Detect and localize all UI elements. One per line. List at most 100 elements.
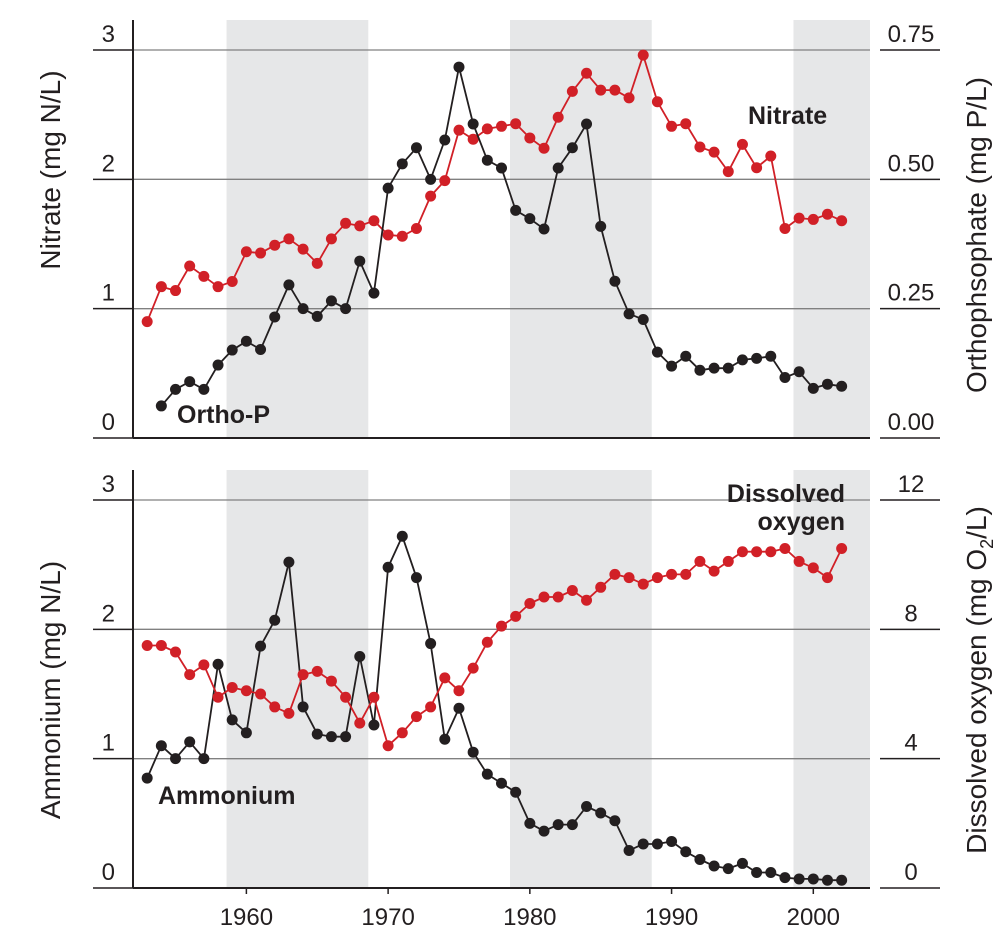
ammonium-point-1979 (510, 786, 522, 798)
ortho-p-point-1976 (467, 118, 479, 130)
ortho-p-point-1984 (581, 118, 593, 130)
dissolved-oxygen-point-1996 (751, 546, 763, 558)
top-left-tick-label-0: 0 (102, 409, 115, 436)
ammonium-point-1997 (765, 866, 777, 878)
nitrate-point-1966 (325, 233, 337, 245)
ortho-p-point-1963 (283, 279, 295, 291)
dissolved-oxygen-point-1975 (453, 685, 465, 697)
top-series-layer (141, 49, 848, 412)
nitrate-point-2001 (821, 208, 833, 220)
ortho-p-point-1985 (595, 220, 607, 232)
nitrate-point-1954 (155, 281, 167, 293)
ortho-p-point-2002 (836, 380, 848, 392)
dissolved-oxygen-point-1959 (226, 682, 238, 694)
ammonium-point-1980 (524, 817, 536, 829)
ammonium-point-1953 (141, 772, 153, 784)
nitrate-point-1996 (751, 162, 763, 174)
dissolved-oxygen-point-1980 (524, 597, 536, 609)
ammonium-point-1985 (595, 807, 607, 819)
nitrate-point-1960 (240, 246, 252, 258)
ortho-p-point-1977 (481, 154, 493, 166)
ortho-p-point-1959 (226, 344, 238, 356)
bottom-left-tick-labels: 0 1 2 3 (102, 471, 115, 886)
top-left-tick-label-3: 3 (102, 21, 115, 48)
top-shaded-periods (226, 20, 870, 438)
nitrate-point-1994 (722, 166, 734, 178)
ammonium-point-1990 (666, 835, 678, 847)
x-tick-label-2: 1980 (503, 904, 556, 931)
ortho-p-point-1983 (566, 142, 578, 154)
ammonium-point-1992 (694, 854, 706, 866)
dissolved-oxygen-point-1969 (368, 691, 380, 703)
nitrate-point-1995 (736, 138, 748, 150)
nitrate-point-1977 (481, 123, 493, 135)
dissolved-oxygen-point-1992 (694, 555, 706, 567)
dissolved-oxygen-point-1966 (325, 675, 337, 687)
ammonium-point-1972 (410, 572, 422, 584)
ortho-p-point-1989 (651, 346, 663, 358)
ammonium-point-1971 (396, 530, 408, 542)
dissolved-oxygen-point-1998 (779, 543, 791, 554)
dissolved-oxygen-point-1968 (354, 717, 366, 729)
ortho-p-point-1968 (354, 255, 366, 267)
ortho-p-point-1971 (396, 158, 408, 170)
nitrate-point-1965 (311, 257, 323, 269)
ortho-p-point-1978 (496, 162, 507, 174)
ammonium-point-1989 (651, 838, 663, 850)
ortho-p-point-1997 (765, 350, 777, 362)
nitrate-point-1955 (170, 285, 182, 297)
top-shaded-band-0 (226, 20, 369, 438)
ammonium-point-1969 (368, 719, 380, 731)
ammonium-point-1991 (680, 846, 692, 858)
nitrate-point-1988 (637, 49, 649, 61)
dissolved-oxygen-point-1990 (666, 568, 678, 580)
dissolved-oxygen-point-1976 (467, 662, 479, 674)
ortho-p-point-1975 (453, 61, 465, 73)
ammonium-point-1960 (240, 727, 252, 739)
dissolved-oxygen-point-1964 (297, 669, 309, 681)
dissolved-oxygen-point-1984 (581, 594, 593, 606)
ortho-p-point-1964 (297, 303, 309, 315)
ammonium-point-1955 (170, 753, 182, 765)
nitrate-point-1968 (354, 220, 366, 232)
dissolved-oxygen-point-2000 (807, 562, 819, 574)
bottom-axes (93, 470, 940, 889)
nitrate-point-1963 (283, 233, 295, 245)
nitrate-series-label: Nitrate (748, 102, 827, 130)
ortho-p-point-1999 (793, 366, 805, 378)
nitrate-point-1975 (453, 124, 465, 136)
dissolved-oxygen-point-1995 (736, 546, 748, 558)
ortho-p-point-1992 (694, 364, 706, 376)
ortho-p-point-1986 (609, 275, 621, 287)
ammonium-point-1968 (354, 650, 366, 662)
bottom-left-tick-label-1: 1 (102, 730, 115, 757)
ortho-p-point-1998 (779, 371, 791, 383)
dissolved-oxygen-point-1957 (198, 659, 210, 671)
dissolved-oxygen-point-1971 (396, 727, 408, 739)
dissolved-oxygen-point-1988 (637, 578, 649, 590)
dissolved-oxygen-point-1983 (566, 585, 578, 597)
nitrate-point-1999 (793, 212, 805, 224)
nitrate-point-1967 (340, 217, 352, 229)
dissolved-oxygen-point-1978 (496, 620, 507, 632)
nitrate-point-1992 (694, 141, 706, 153)
dissolved-oxygen-point-1999 (793, 555, 805, 567)
nitrate-point-1953 (141, 316, 153, 328)
ammonium-point-2001 (821, 874, 833, 886)
nitrate-point-1998 (779, 222, 791, 234)
dissolved-oxygen-point-1972 (410, 711, 422, 723)
ammonium-point-1962 (269, 614, 281, 626)
bottom-left-tick-label-0: 0 (102, 859, 115, 886)
top-left-tick-label-1: 1 (102, 280, 115, 307)
x-tick-label-0: 1960 (220, 904, 273, 931)
ammonium-point-1999 (793, 873, 805, 885)
ortho-p-point-1970 (382, 182, 394, 194)
nitrate-point-1987 (623, 92, 635, 104)
dissolved-oxygen-point-2002 (836, 543, 848, 554)
ortho-p-point-1990 (666, 360, 678, 372)
top-right-axis-title: Orthophsophate (mg P/L) (961, 77, 992, 393)
dissolved-oxygen-point-1954 (155, 640, 167, 651)
ortho-p-point-1993 (708, 362, 720, 374)
dissolved-oxygen-point-1960 (240, 685, 252, 697)
dissolved-oxygen-point-1974 (439, 672, 451, 684)
